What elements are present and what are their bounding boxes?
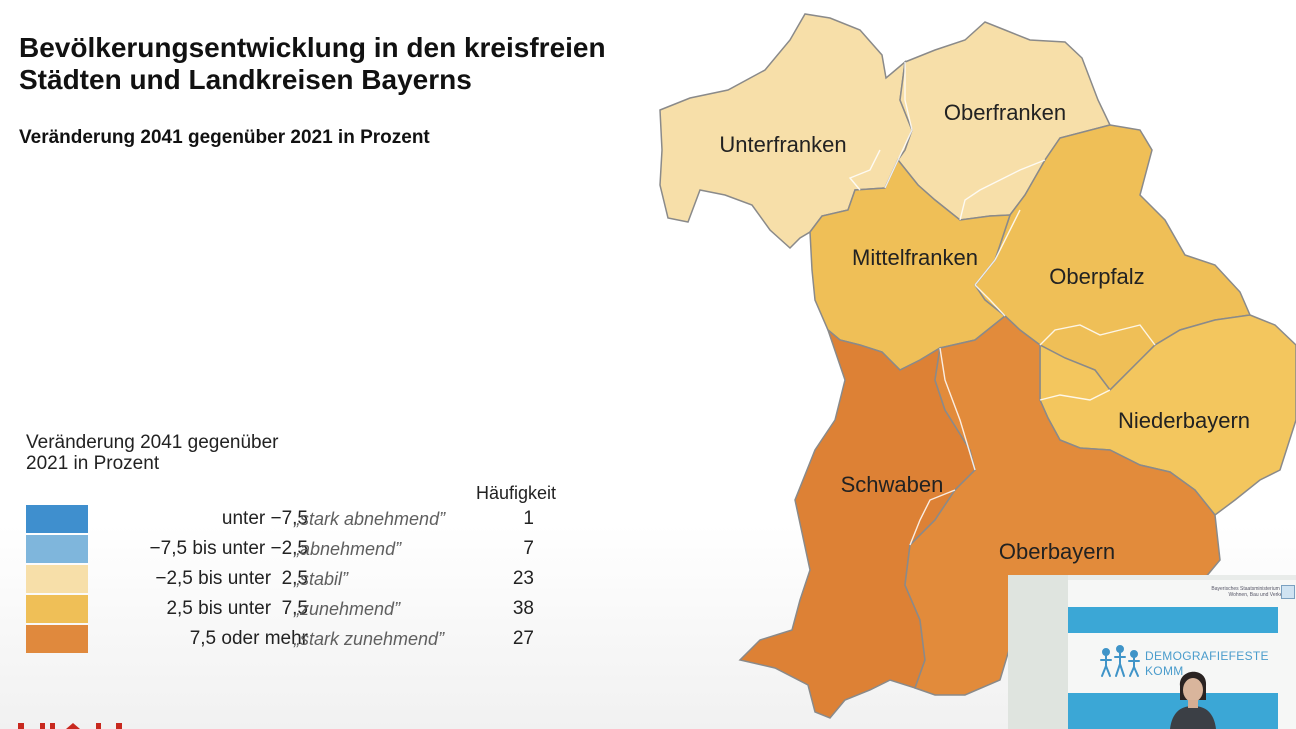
- video-logo-text: DEMOGRAFIEFESTE KOMM: [1145, 649, 1269, 678]
- speaker-person: [1170, 671, 1216, 729]
- region-label-oberpfalz: Oberpfalz: [1049, 264, 1144, 289]
- legend-description: „stabil”: [294, 569, 349, 589]
- legend-range: 7,5 oder mehr: [189, 628, 308, 649]
- legend-range: −7,5 bis unter −2,5: [149, 538, 308, 559]
- brand-mark: [18, 723, 122, 729]
- legend-item: −2,5 bis unter 2,5 „stabil” 23: [26, 565, 586, 595]
- legend-swatch: [26, 625, 88, 653]
- legend-description: „stark zunehmend”: [294, 629, 445, 649]
- region-label-unterfranken: Unterfranken: [719, 132, 846, 157]
- legend-range: −2,5 bis unter 2,5: [155, 568, 308, 589]
- legend-swatch: [26, 565, 88, 593]
- page-title: Bevölkerungsentwicklung in den kreisfrei…: [19, 32, 606, 95]
- legend-range: unter −7,5: [221, 508, 308, 529]
- legend-count: 23: [512, 568, 534, 589]
- legend-count: 1: [523, 508, 534, 529]
- video-banner-top: [1068, 607, 1278, 633]
- crest-icon: [1281, 585, 1295, 599]
- region-label-mittelfranken: Mittelfranken: [852, 245, 978, 270]
- legend-swatch: [26, 535, 88, 563]
- legend-title: Veränderung 2041 gegenüber 2021 in Proze…: [26, 432, 279, 474]
- region-label-oberfranken: Oberfranken: [944, 100, 1066, 125]
- legend-description: „abnehmend”: [294, 539, 402, 559]
- video-wall: [1008, 575, 1068, 729]
- legend-count: 27: [512, 628, 534, 649]
- people-logo-icon: [1100, 645, 1140, 677]
- speaker-video: [1008, 575, 1296, 729]
- legend-count: 38: [512, 598, 534, 619]
- legend-swatch: [26, 595, 88, 623]
- legend-item: unter −7,5 „stark abnehmend” 1: [26, 505, 586, 535]
- legend-description: „stark abnehmend”: [294, 509, 446, 529]
- legend-item: 2,5 bis unter 7,5 „zunehmend” 38: [26, 595, 586, 625]
- legend-swatch: [26, 505, 88, 533]
- legend-frequency-header: Häufigkeit: [476, 483, 557, 503]
- legend-range: 2,5 bis unter 7,5: [166, 598, 308, 619]
- region-label-oberbayern: Oberbayern: [999, 539, 1115, 564]
- region-label-niederbayern: Niederbayern: [1118, 408, 1250, 433]
- region-label-schwaben: Schwaben: [841, 472, 944, 497]
- legend-count: 7: [523, 538, 534, 559]
- legend-item: −7,5 bis unter −2,5 „abnehmend” 7: [26, 535, 586, 565]
- page-subtitle: Veränderung 2041 gegenüber 2021 in Proze…: [19, 127, 430, 148]
- legend-description: „zunehmend”: [294, 599, 401, 619]
- video-brand-text: Bayerisches Staatsministerium für Wohnen…: [1211, 586, 1287, 598]
- legend-item: 7,5 oder mehr „stark zunehmend” 27: [26, 625, 586, 655]
